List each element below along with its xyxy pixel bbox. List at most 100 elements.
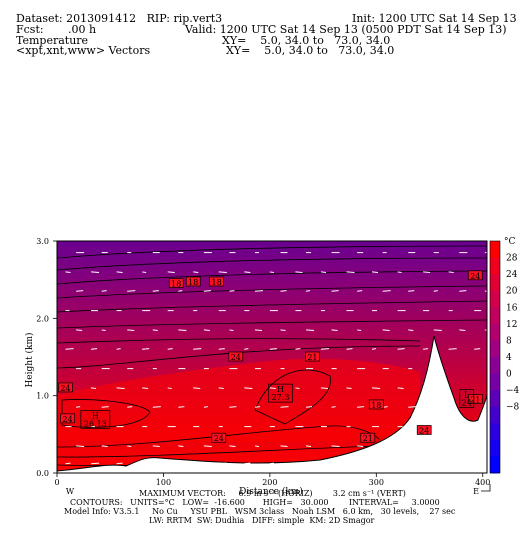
contour-label: 18 [188, 278, 198, 287]
wind-vector [382, 445, 387, 448]
xy1-label: XY= 5.0, 34.0 to 73.0, 34.0 [222, 34, 391, 47]
colorbar-tick-label: 16 [506, 303, 518, 313]
wind-vector [382, 290, 391, 292]
wind-vector [116, 387, 125, 390]
wind-vector [116, 271, 123, 274]
wind-vector [371, 348, 377, 350]
wind-vector [254, 329, 263, 332]
wind-vector [142, 387, 149, 390]
x-axis-label: Distance (km) [239, 486, 303, 497]
wind-vector [433, 329, 442, 332]
wind-vector [203, 445, 212, 448]
wind-vector [269, 387, 276, 390]
y-axis-ticks: 0.0 1.0 2.0 3.0 [36, 237, 57, 478]
wind-vector [371, 271, 379, 274]
wind-vector [152, 290, 159, 292]
wind-vector [331, 329, 338, 332]
wind-vector [76, 290, 84, 292]
wind-vector [152, 406, 161, 408]
wind-vector [372, 387, 381, 390]
wind-vector [408, 290, 415, 292]
wind-vector [320, 271, 327, 274]
x-tick-label: 100 [156, 478, 171, 487]
field2-label: <xpt,xnt,www> Vectors [16, 44, 151, 57]
extremum-kind: L [464, 391, 470, 400]
wind-vector [459, 329, 466, 332]
wind-vector [423, 271, 431, 274]
wind-vector [91, 462, 100, 465]
contour-label-box [467, 270, 483, 281]
fcst-label: Fcst: .00 h [16, 23, 97, 36]
wind-vector [254, 290, 264, 292]
wind-vector [357, 406, 365, 408]
warm-core [57, 358, 420, 443]
wind-vector [408, 406, 417, 408]
contour-label-box [305, 351, 320, 362]
colorbar-frame [489, 240, 501, 474]
x-tick-label: 300 [369, 478, 384, 487]
dataset-label: Dataset: 2013091412 RIP: rip.vert3 [16, 12, 223, 25]
plot-frame [56, 240, 488, 474]
y-tick-label: 2.0 [36, 314, 49, 323]
colorbar-tick-label: 8 [506, 336, 512, 346]
wind-vector [397, 462, 402, 465]
wind-vector [244, 462, 251, 465]
wind-vector [76, 445, 85, 448]
contour-label-box [360, 432, 376, 443]
wind-vector [320, 387, 329, 390]
wind-vector [306, 329, 315, 332]
wind-vector [254, 445, 260, 448]
contour-label-box [228, 351, 244, 362]
wind-vector [280, 406, 289, 408]
wind-vector [357, 290, 363, 292]
wind-vector [91, 271, 100, 274]
extremum-box [80, 410, 111, 429]
colorbar-tick-label: −8 [506, 403, 520, 413]
wind-vector [142, 462, 147, 465]
wind-vector [295, 348, 301, 350]
wind-vector [397, 348, 405, 350]
wind-vector [357, 329, 362, 332]
max-vector-label: MAXIMUM VECTOR: 6.9 m s⁻¹ (HORIZ) 3.2 cm… [139, 489, 406, 498]
contour-label: 24 [214, 434, 224, 443]
contours-label: CONTOURS: UNITS=°C LOW= -16.600 HIGH= 30… [70, 498, 440, 507]
extremum-kind: H [92, 411, 99, 420]
contour-label: 18 [171, 280, 181, 289]
wind-vector [305, 290, 311, 292]
wind-vector [229, 445, 236, 448]
wind-vector [218, 348, 225, 350]
wind-vector [116, 462, 123, 465]
wind-vector [203, 406, 208, 408]
wind-vector [127, 290, 136, 292]
wind-vector [167, 348, 173, 350]
contour-label: 21 [363, 434, 373, 443]
wind-vector [167, 462, 175, 465]
wind-vector [331, 445, 340, 448]
wind-vector [269, 348, 277, 350]
wind-vector [116, 348, 121, 350]
contour-label-box [168, 278, 184, 288]
wind-vector [203, 329, 210, 332]
wind-vector [90, 387, 97, 390]
wind-vector [91, 348, 98, 350]
wind-vector [244, 348, 249, 350]
wind-vector [331, 290, 339, 292]
colorbar-swatch [490, 274, 500, 292]
field1-label: Temperature [16, 34, 89, 47]
colorbar-swatch [490, 340, 500, 358]
wind-vector [269, 271, 274, 274]
wind-vector [65, 462, 71, 465]
contour-label-box [58, 382, 73, 393]
wind-vectors [65, 252, 491, 465]
isotherms [56, 245, 488, 466]
wind-vector [203, 290, 211, 292]
wind-vector [408, 445, 416, 448]
contour-label: 21 [307, 353, 317, 362]
contour-label-box [368, 399, 384, 410]
colorbar-swatch [490, 406, 500, 424]
x-tick-label: 0 [54, 478, 59, 487]
colorbar-tick-label: 0 [506, 370, 512, 380]
wind-vector [423, 348, 429, 350]
colorbar-swatch [490, 323, 500, 341]
